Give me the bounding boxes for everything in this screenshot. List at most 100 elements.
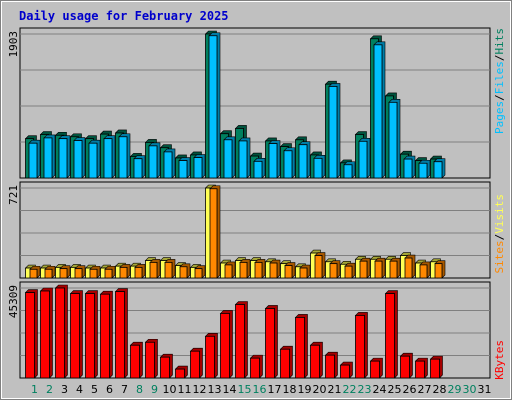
legend-top: Pages/Files/Hits bbox=[493, 28, 506, 134]
bar-files-day-5 bbox=[88, 142, 98, 179]
bar-files-day-18 bbox=[283, 150, 293, 179]
bar-kbytes-day-8 bbox=[130, 344, 140, 379]
bar-files-day-2 bbox=[43, 137, 53, 179]
bar-sites-day-17 bbox=[269, 262, 278, 279]
bar-files-day-16 bbox=[253, 160, 263, 179]
bar-kbytes-day-28 bbox=[430, 358, 440, 379]
panel-3-ymax-label: 45309 bbox=[7, 285, 20, 318]
day-label-16: 16 bbox=[253, 383, 267, 396]
bar-kbytes-day-16 bbox=[250, 357, 260, 379]
day-label-8: 8 bbox=[136, 383, 143, 396]
legend-middle: Sites/Visits bbox=[493, 194, 506, 274]
day-label-27: 27 bbox=[418, 383, 432, 396]
bar-kbytes-day-3 bbox=[55, 287, 65, 379]
day-label-14: 14 bbox=[223, 383, 237, 396]
bar-kbytes-day-10 bbox=[160, 356, 170, 379]
bar-kbytes-day-5 bbox=[85, 293, 95, 379]
bar-files-day-11 bbox=[178, 160, 188, 179]
bar-kbytes-day-1 bbox=[25, 292, 35, 379]
bar-files-day-13 bbox=[208, 35, 218, 179]
day-label-10: 10 bbox=[163, 383, 177, 396]
bar-sites-day-8 bbox=[134, 266, 143, 279]
bar-kbytes-day-11 bbox=[175, 368, 185, 379]
day-label-29: 29 bbox=[448, 383, 462, 396]
bar-kbytes-day-13 bbox=[205, 335, 215, 379]
bar-kbytes-day-12 bbox=[190, 350, 200, 379]
bar-kbytes-day-7 bbox=[115, 291, 125, 379]
bar-sites-day-22 bbox=[344, 265, 353, 279]
bar-files-day-20 bbox=[313, 157, 323, 179]
bar-kbytes-day-17 bbox=[265, 308, 275, 379]
bar-files-day-7 bbox=[118, 136, 128, 179]
day-label-1: 1 bbox=[31, 383, 38, 396]
bar-kbytes-day-4 bbox=[70, 293, 80, 379]
legend-top-item: Files bbox=[493, 61, 506, 94]
day-label-28: 28 bbox=[433, 383, 447, 396]
legend-bottom: KBytes bbox=[493, 340, 506, 380]
bar-sites-day-18 bbox=[284, 265, 293, 279]
bar-sites-day-14 bbox=[224, 264, 233, 279]
bar-sites-day-3 bbox=[59, 268, 68, 279]
bar-files-day-1 bbox=[28, 142, 38, 179]
bar-kbytes-day-6 bbox=[100, 293, 110, 379]
bar-files-day-8 bbox=[133, 158, 143, 179]
day-label-31: 31 bbox=[478, 383, 492, 396]
legend-top-separator: / bbox=[493, 94, 506, 101]
bar-sites-day-16 bbox=[254, 261, 263, 279]
bar-sites-day-25 bbox=[389, 260, 398, 279]
day-label-4: 4 bbox=[76, 383, 83, 396]
bar-sites-day-2 bbox=[44, 268, 53, 279]
bar-files-day-26 bbox=[403, 158, 413, 179]
day-label-15: 15 bbox=[238, 383, 252, 396]
bar-kbytes-day-21 bbox=[325, 354, 335, 379]
bar-files-day-12 bbox=[193, 157, 203, 179]
bar-kbytes-day-22 bbox=[340, 364, 350, 379]
day-label-20: 20 bbox=[313, 383, 327, 396]
bar-sites-day-15 bbox=[239, 261, 248, 279]
legend-top-item: Hits bbox=[493, 28, 506, 55]
day-label-6: 6 bbox=[106, 383, 113, 396]
bar-kbytes-day-2 bbox=[40, 290, 50, 379]
bar-files-day-15 bbox=[238, 140, 248, 179]
bar-kbytes-day-14 bbox=[220, 313, 230, 379]
bar-kbytes-day-24 bbox=[370, 360, 380, 379]
bar-kbytes-day-26 bbox=[400, 355, 410, 379]
day-label-2: 2 bbox=[46, 383, 53, 396]
bar-sites-day-23 bbox=[359, 260, 368, 279]
bar-files-day-3 bbox=[58, 138, 68, 179]
chart-title: Daily usage for February 2025 bbox=[19, 9, 229, 23]
day-label-26: 26 bbox=[403, 383, 417, 396]
bar-sites-day-13 bbox=[209, 188, 218, 279]
bar-kbytes-day-15 bbox=[235, 304, 245, 379]
day-label-23: 23 bbox=[358, 383, 372, 396]
bar-files-day-25 bbox=[388, 101, 398, 179]
day-label-30: 30 bbox=[463, 383, 477, 396]
day-label-25: 25 bbox=[388, 383, 402, 396]
bar-sites-day-20 bbox=[314, 255, 323, 279]
bar-sites-day-28 bbox=[434, 263, 443, 279]
legend-top-separator: / bbox=[493, 55, 506, 62]
bar-files-day-6 bbox=[103, 138, 113, 179]
bar-sites-day-9 bbox=[149, 261, 158, 279]
legend-middle-item: Sites bbox=[493, 240, 506, 273]
legend-middle-separator: / bbox=[493, 234, 506, 241]
bar-sites-day-24 bbox=[374, 260, 383, 279]
day-label-3: 3 bbox=[61, 383, 68, 396]
bar-sites-day-5 bbox=[89, 268, 98, 279]
bar-sites-day-11 bbox=[179, 266, 188, 279]
bar-kbytes-day-19 bbox=[295, 317, 305, 379]
bar-sites-day-4 bbox=[74, 268, 83, 279]
bar-kbytes-day-27 bbox=[415, 360, 425, 379]
day-label-13: 13 bbox=[208, 383, 222, 396]
bar-sites-day-21 bbox=[329, 263, 338, 279]
bar-files-day-28 bbox=[433, 161, 443, 179]
bar-sites-day-10 bbox=[164, 261, 173, 279]
bar-kbytes-day-23 bbox=[355, 315, 365, 379]
bar-kbytes-day-18 bbox=[280, 348, 290, 379]
day-label-21: 21 bbox=[328, 383, 342, 396]
panel-2-ymax-label: 721 bbox=[7, 185, 20, 205]
bar-files-day-17 bbox=[268, 143, 278, 179]
panel-1-ymax-label: 1903 bbox=[7, 31, 20, 58]
day-label-5: 5 bbox=[91, 383, 98, 396]
day-label-17: 17 bbox=[268, 383, 282, 396]
